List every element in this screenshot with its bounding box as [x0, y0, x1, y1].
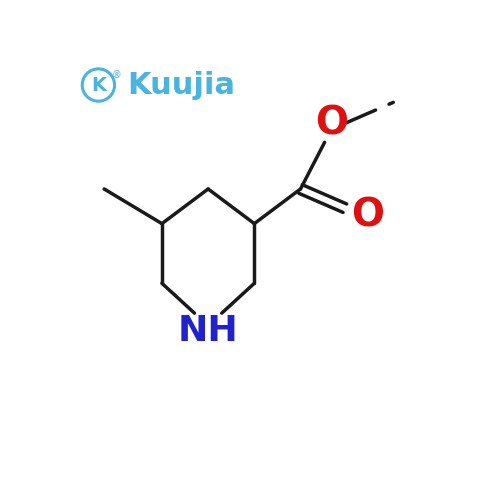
Text: ®: ® — [112, 70, 122, 80]
Text: K: K — [91, 76, 106, 94]
Text: NH: NH — [178, 314, 238, 348]
Text: O: O — [352, 197, 384, 235]
Text: O: O — [315, 104, 348, 142]
Text: Kuujia: Kuujia — [128, 70, 236, 100]
